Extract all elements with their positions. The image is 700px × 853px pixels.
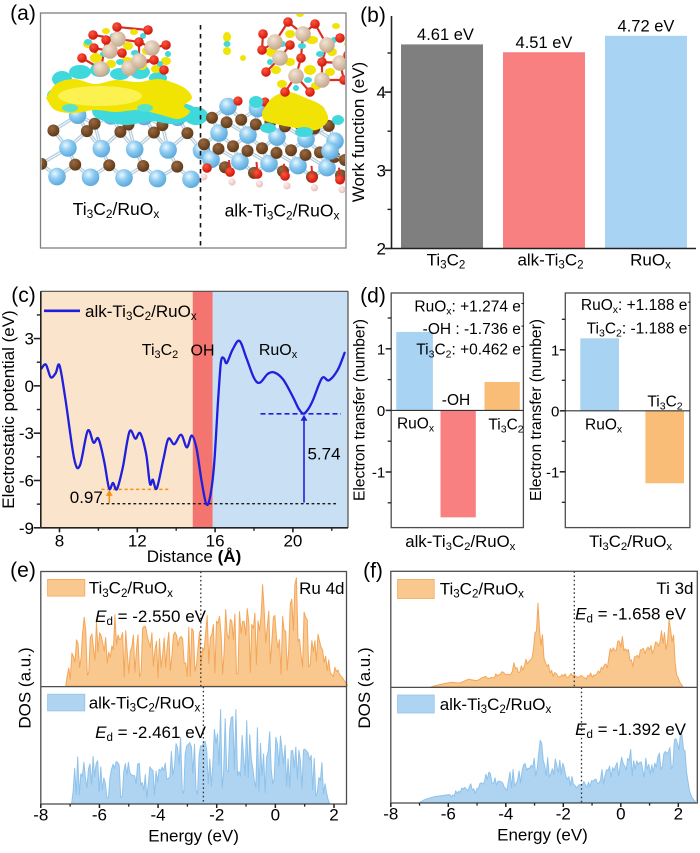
svg-text:(c): (c) <box>11 284 36 307</box>
svg-text:0: 0 <box>551 403 559 420</box>
svg-text:3: 3 <box>377 161 386 180</box>
svg-text:8: 8 <box>55 532 64 551</box>
svg-text:4.51 eV: 4.51 eV <box>516 34 573 52</box>
svg-text:alk-Ti3​C2​/RuOx​: alk-Ti3​C2​/RuOx​ <box>225 201 340 223</box>
svg-text:Ti3​C2​/RuOx​: Ti3​C2​/RuOx​ <box>589 532 672 553</box>
svg-text:Energy (eV): Energy (eV) <box>497 826 588 845</box>
svg-text:Ti 3d: Ti 3d <box>656 579 693 598</box>
svg-text:-1: -1 <box>546 464 559 481</box>
svg-text:5.74: 5.74 <box>307 445 340 464</box>
svg-text:Electron transfer (number): Electron transfer (number) <box>528 319 545 501</box>
svg-text:(f): (f) <box>363 560 383 583</box>
svg-text:-8: -8 <box>383 805 398 824</box>
svg-text:-8: -8 <box>33 806 48 825</box>
svg-text:-4: -4 <box>151 806 166 825</box>
svg-text:0: 0 <box>616 805 625 824</box>
svg-text:Ru 4d: Ru 4d <box>299 579 344 598</box>
svg-text:RuOx​: RuOx​ <box>630 251 671 272</box>
svg-text:Ed​ = -2.461 eV: Ed​ = -2.461 eV <box>95 723 207 744</box>
svg-text:Ti3​C2​: Ti3​C2​ <box>488 417 523 436</box>
svg-text:Distance (Å): Distance (Å) <box>147 547 241 566</box>
svg-text:Electrostatic potential (eV): Electrostatic potential (eV) <box>0 310 18 508</box>
svg-text:Ti3​C2​: -1.188 e-​: Ti3​C2​: -1.188 e-​ <box>587 319 692 339</box>
svg-text:Energy (eV): Energy (eV) <box>148 827 239 846</box>
svg-text:20: 20 <box>283 532 302 551</box>
svg-text:-4: -4 <box>498 805 513 824</box>
svg-text:(e): (e) <box>10 559 36 582</box>
svg-text:(b): (b) <box>360 4 386 27</box>
svg-text:RuOx​: +1.188 e-​: RuOx​: +1.188 e-​ <box>581 296 692 316</box>
svg-text:(a): (a) <box>10 2 36 25</box>
svg-text:0: 0 <box>271 806 280 825</box>
svg-text:Ti3​C2​: Ti3​C2​ <box>142 342 178 361</box>
svg-text:RuOx​: RuOx​ <box>397 416 435 435</box>
svg-text:-6: -6 <box>19 471 34 490</box>
svg-text:Ti3​C2​/RuOx​: Ti3​C2​/RuOx​ <box>89 579 173 600</box>
svg-text:-6: -6 <box>92 806 107 825</box>
svg-text:2: 2 <box>377 240 386 259</box>
svg-text:alk-Ti3​C2​: alk-Ti3​C2​ <box>517 251 583 272</box>
svg-text:alk-Ti3​C2​/RuOx​: alk-Ti3​C2​/RuOx​ <box>405 532 515 553</box>
svg-text:4.61 eV: 4.61 eV <box>417 26 474 44</box>
svg-text:DOS (a.u.): DOS (a.u.) <box>16 647 35 728</box>
svg-text:-3: -3 <box>19 424 34 443</box>
svg-text:0: 0 <box>25 377 34 396</box>
svg-text:3: 3 <box>25 330 34 349</box>
svg-text:Ti3​C2​/RuOx​: Ti3​C2​/RuOx​ <box>440 580 524 601</box>
svg-text:Ti3​C2​: Ti3​C2​ <box>427 251 466 272</box>
svg-text:-OH: -OH <box>442 392 470 409</box>
svg-text:Work function (eV): Work function (eV) <box>349 62 368 202</box>
svg-text:Ti3​C2​: Ti3​C2​ <box>647 394 682 413</box>
svg-text:(d): (d) <box>360 285 386 308</box>
svg-text:-2: -2 <box>209 806 224 825</box>
svg-text:RuOx​: RuOx​ <box>585 417 623 436</box>
svg-text:2: 2 <box>329 806 338 825</box>
svg-text:Ed​ = -2.550 eV: Ed​ = -2.550 eV <box>95 607 207 628</box>
svg-text:Ed​ = -1.392 eV: Ed​ = -1.392 eV <box>575 720 687 741</box>
svg-text:4.72 eV: 4.72 eV <box>618 18 675 36</box>
svg-text:alk-Ti3​C2​/RuOx​: alk-Ti3​C2​/RuOx​ <box>89 694 201 715</box>
svg-text:-OH : -1.736 e-​: -OH : -1.736 e-​ <box>423 320 525 338</box>
svg-text:Ti3​C2​: +0.462 e-​: Ti3​C2​: +0.462 e-​ <box>416 340 525 360</box>
svg-text:alk-Ti3​C2​/RuOx​: alk-Ti3​C2​/RuOx​ <box>440 695 552 716</box>
svg-text:alk-Ti3​C2​/RuOx​: alk-Ti3​C2​/RuOx​ <box>85 302 197 323</box>
svg-text:0: 0 <box>377 403 385 420</box>
svg-text:RuOx​: +1.274 e-​: RuOx​: +1.274 e-​ <box>414 297 525 317</box>
svg-text:-2: -2 <box>556 805 571 824</box>
svg-text:OH: OH <box>191 343 215 360</box>
svg-text:Ti3​C2​/RuOx​: Ti3​C2​/RuOx​ <box>73 199 160 221</box>
svg-text:0.97: 0.97 <box>70 488 103 507</box>
svg-text:DOS (a.u.): DOS (a.u.) <box>355 647 374 728</box>
svg-text:-9: -9 <box>19 519 34 538</box>
svg-text:16: 16 <box>206 532 225 551</box>
svg-text:1: 1 <box>377 341 385 358</box>
svg-text:2: 2 <box>674 805 683 824</box>
svg-text:4: 4 <box>377 83 386 102</box>
svg-text:-6: -6 <box>441 805 456 824</box>
svg-text:Electron transfer (number): Electron transfer (number) <box>352 319 369 501</box>
svg-text:1: 1 <box>551 342 559 359</box>
svg-text:12: 12 <box>128 532 147 551</box>
svg-text:-1: -1 <box>372 465 385 482</box>
svg-text:Ed​ = -1.658 eV: Ed​ = -1.658 eV <box>575 605 687 626</box>
svg-text:RuOx​: RuOx​ <box>259 342 298 361</box>
